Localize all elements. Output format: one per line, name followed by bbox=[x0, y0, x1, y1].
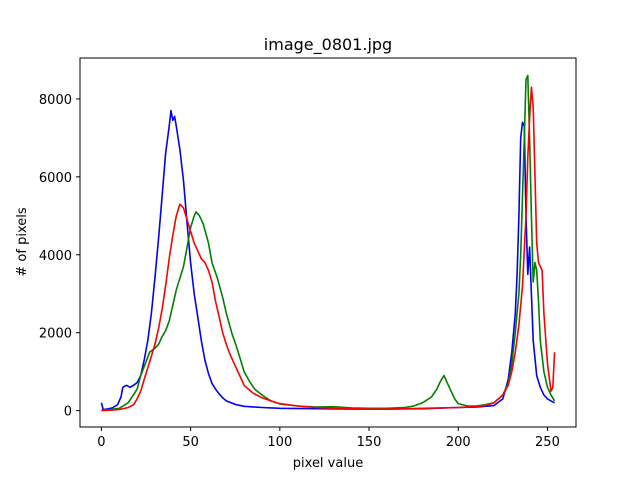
y-axis-label: # of pixels bbox=[15, 207, 30, 276]
y-tick-label: 0 bbox=[64, 405, 72, 420]
x-tick-label: 200 bbox=[446, 435, 471, 450]
x-tick-label: 150 bbox=[357, 435, 382, 450]
x-tick-label: 250 bbox=[535, 435, 560, 450]
chart-title: image_0801.jpg bbox=[264, 35, 392, 55]
y-tick-label: 2000 bbox=[39, 327, 72, 342]
series-line-1 bbox=[101, 74, 556, 411]
plot-frame bbox=[79, 57, 577, 428]
series-layer bbox=[100, 74, 556, 412]
x-tick-label: 50 bbox=[182, 435, 199, 450]
x-axis-label: pixel value bbox=[293, 456, 363, 471]
y-tick-label: 4000 bbox=[39, 249, 72, 264]
x-axis: 0 50 100 150 200 250 bbox=[97, 427, 560, 450]
y-axis: 0 2000 4000 6000 8000 bbox=[39, 93, 80, 420]
series-line-2 bbox=[101, 86, 556, 412]
x-tick-label: 100 bbox=[267, 435, 292, 450]
x-tick-label: 0 bbox=[97, 435, 105, 450]
y-tick-label: 6000 bbox=[39, 171, 72, 186]
y-tick-label: 8000 bbox=[39, 93, 72, 108]
